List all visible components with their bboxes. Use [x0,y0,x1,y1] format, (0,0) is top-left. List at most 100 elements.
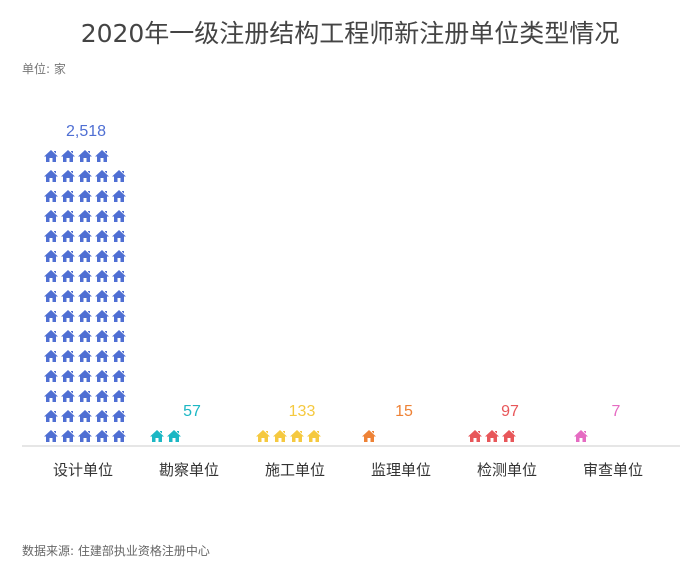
data-label: 133 [289,403,316,420]
house-icon [95,290,109,302]
house-icon [78,150,92,162]
house-icon [61,310,75,322]
house-icon [112,410,126,422]
house-icon [95,170,109,182]
house-icon [61,350,75,362]
house-icon [95,230,109,242]
house-icon [44,390,58,402]
house-icon [44,150,58,162]
house-icon [61,250,75,262]
category-label: 审查单位 [583,461,643,479]
category-label: 施工单位 [265,461,325,479]
house-icon [78,370,92,382]
house-icon [78,250,92,262]
house-icon [112,370,126,382]
data-label: 7 [612,403,621,420]
house-icon [574,430,588,442]
house-icon [44,190,58,202]
unit-label: 单位: 家 [22,62,66,76]
house-icon [150,430,164,442]
house-icon [78,430,92,442]
house-icon [61,430,75,442]
house-icon [44,330,58,342]
house-icon [61,190,75,202]
house-icon [95,250,109,262]
house-icon [112,210,126,222]
data-label: 15 [395,403,413,420]
house-icon [95,150,109,162]
house-icon [290,430,304,442]
data-label: 2,518 [66,123,106,140]
source-note: 数据来源: 住建部执业资格注册中心 [22,544,210,558]
house-icon [95,370,109,382]
house-icon [78,210,92,222]
house-icon [485,430,499,442]
house-icon [61,370,75,382]
house-icon [78,290,92,302]
house-icon [44,310,58,322]
house-icon [44,370,58,382]
house-icon [112,290,126,302]
house-icon [362,430,376,442]
house-icon [61,330,75,342]
house-icon [112,230,126,242]
house-icon [78,350,92,362]
house-icon [95,390,109,402]
house-icon [61,150,75,162]
house-icon [256,430,270,442]
house-icon [78,390,92,402]
house-icon [61,170,75,182]
house-icon [273,430,287,442]
house-icon [468,430,482,442]
house-icon [78,410,92,422]
house-icon [95,210,109,222]
house-icon [44,170,58,182]
house-icon [61,410,75,422]
house-icon [78,270,92,282]
house-icon [61,210,75,222]
house-icon [61,230,75,242]
house-icon [95,270,109,282]
house-icon [44,230,58,242]
house-icon [95,330,109,342]
house-icon [44,410,58,422]
house-icon [44,250,58,262]
house-icon [95,310,109,322]
house-icon [78,310,92,322]
house-icon [78,170,92,182]
house-icon [78,190,92,202]
house-icon [95,350,109,362]
data-label: 57 [183,403,201,420]
house-icon [78,330,92,342]
house-icon [44,350,58,362]
category-label: 勘察单位 [159,461,219,479]
house-icon [44,210,58,222]
data-label: 97 [501,403,519,420]
house-icon [112,310,126,322]
house-icon [95,430,109,442]
house-icon [61,290,75,302]
category-label: 设计单位 [53,461,113,479]
house-icon [112,270,126,282]
house-icon [112,390,126,402]
category-label: 检测单位 [477,461,537,479]
house-icon [112,250,126,262]
house-icon [112,330,126,342]
house-icon [78,230,92,242]
house-icon [112,350,126,362]
house-icon [112,190,126,202]
house-icon [112,170,126,182]
chart-title: 2020年一级注册结构工程师新注册单位类型情况 [80,19,620,48]
house-icon [502,430,516,442]
house-icon [112,430,126,442]
house-icon [44,430,58,442]
house-icon [95,190,109,202]
house-icon [44,270,58,282]
house-icon [44,290,58,302]
category-label: 监理单位 [371,461,431,479]
house-icon [167,430,181,442]
house-icon [307,430,321,442]
house-icon [61,270,75,282]
